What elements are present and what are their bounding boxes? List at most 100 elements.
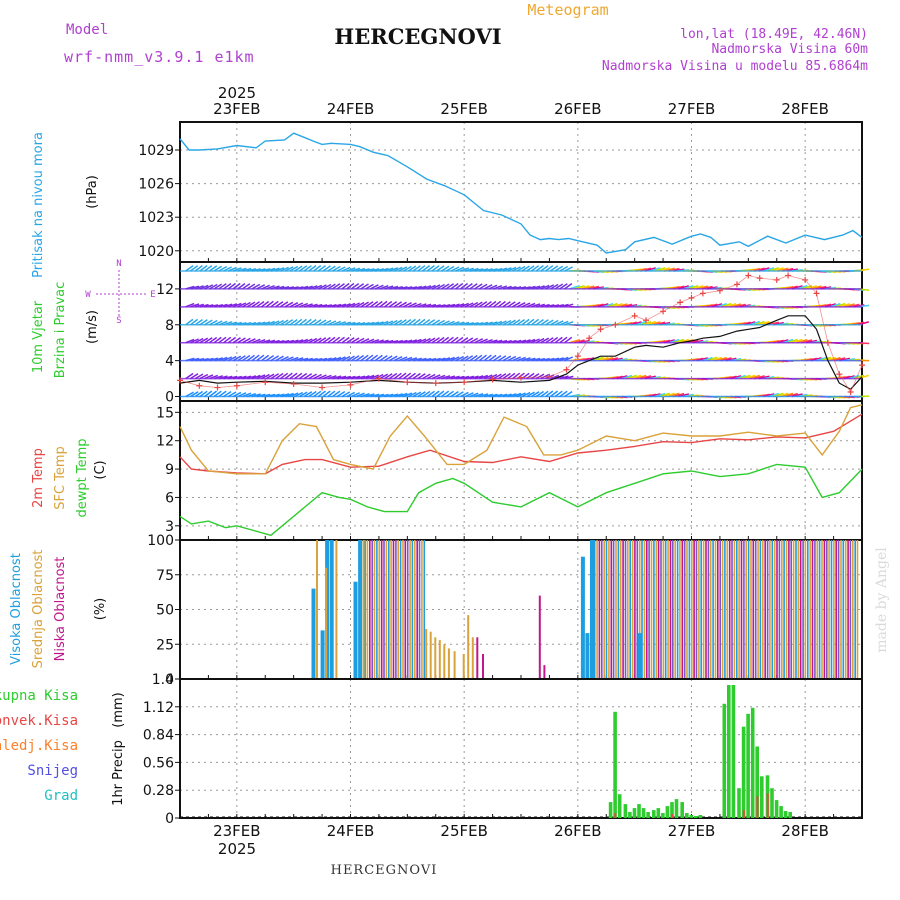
wind-gust-marker (859, 362, 865, 369)
cloud-bar (653, 540, 655, 679)
cloud-bar (629, 540, 631, 679)
wind-barb (526, 265, 535, 272)
cloud-bar (726, 540, 729, 679)
wind-barb (208, 265, 218, 272)
wind-barb (384, 355, 393, 362)
y-tick-label: 0.84 (143, 728, 174, 744)
wind-barb (223, 336, 232, 344)
cloud-bar (714, 540, 717, 679)
wind-barb (313, 390, 322, 398)
wind-barb (549, 336, 559, 344)
y-tick-label: 100 (147, 533, 174, 549)
y-tick-label: 6 (165, 490, 174, 506)
total-precip-bar (760, 776, 764, 818)
wind-barb (332, 390, 341, 398)
wind-barb (469, 283, 478, 290)
wind-barb (327, 265, 336, 272)
cloud-bar (762, 540, 764, 679)
wind-barb (303, 391, 313, 398)
wind-gust-marker (716, 287, 723, 294)
mid-cloud-bar (335, 540, 338, 679)
cloud-bar (719, 540, 721, 679)
cloud-bar (738, 540, 740, 679)
wind-barb (251, 354, 260, 362)
wind-barb (398, 301, 407, 308)
wind-gust-line (179, 275, 863, 393)
cloud-bar (648, 540, 650, 679)
wind-barb (540, 390, 549, 398)
cloud-bar (721, 540, 724, 679)
total-precip-bar (632, 808, 637, 818)
wind-barb (199, 265, 208, 272)
wind-barb (488, 300, 497, 308)
cloud-ylabel-low: Niska Oblacnost (53, 557, 68, 662)
cloud-bar (612, 540, 615, 679)
total-precip-bar (628, 812, 632, 818)
wind-barb (374, 354, 383, 362)
cloud-bar (849, 540, 852, 679)
wind-barb (512, 319, 521, 326)
cloud-bar (842, 540, 845, 679)
mid-cloud-bar (467, 615, 470, 679)
y-tick-label: 0.28 (143, 783, 174, 799)
wind-barb (422, 265, 431, 272)
wind-barb (199, 337, 209, 344)
cloud-bar (717, 540, 719, 679)
total-precip-bar (783, 811, 788, 818)
wind-barb (322, 265, 331, 272)
cloud-bar (627, 540, 629, 679)
total-precip-bar (737, 788, 741, 818)
wind-barb (417, 318, 426, 326)
cloud-ylabel-mid: Srednja Oblacnost (31, 550, 46, 669)
mid-cloud-bar (429, 631, 432, 679)
wind-barb (545, 390, 554, 398)
precipitation-panel: 0 0.28 0.56 0.84 1.12 1.4 (143, 672, 863, 827)
wind-gust-marker (347, 381, 354, 388)
wind-barb (355, 354, 365, 362)
wind-barb (279, 301, 289, 308)
wind-barb (440, 336, 450, 344)
cloud-bar (743, 540, 745, 679)
cloud-bar (667, 540, 669, 679)
cloud-bar (759, 540, 762, 679)
top-date-label: 28FEB (781, 100, 828, 118)
wind-barb (417, 373, 426, 380)
wind-barb (190, 391, 199, 398)
wind-barb (388, 372, 398, 380)
cloud-bar (724, 540, 726, 679)
cloud-bar (373, 540, 376, 679)
wind-barb (483, 354, 492, 362)
mid-cloud-bar (443, 644, 446, 680)
cloud-bar (674, 540, 676, 679)
wind-barb (327, 336, 336, 344)
high-cloud-bar (358, 540, 363, 679)
wind-barb (327, 283, 336, 290)
wind-barb (474, 283, 483, 290)
wind-barb (512, 372, 521, 380)
wind-barb (564, 282, 573, 290)
meteogram-label: Meteogram (527, 1, 608, 19)
wind-gust-marker (773, 276, 780, 283)
pressure-unit: (hPa) (85, 175, 100, 209)
wind-gust-marker (597, 326, 604, 333)
bottom-date-label: 26FEB (554, 822, 601, 840)
cloud-bar (399, 540, 402, 679)
wind-gust-marker (319, 384, 326, 391)
top-date-label: 27FEB (668, 100, 715, 118)
watermark: made by Angel (874, 547, 890, 653)
compass-south: S (116, 316, 121, 326)
total-precip-bar (680, 802, 684, 818)
cloud-bar (802, 540, 804, 679)
cloud-bar (681, 540, 684, 679)
wind-barb (284, 301, 294, 308)
cloud-bar (593, 540, 596, 679)
cloud-bar (624, 540, 627, 679)
wind-barb (213, 390, 222, 398)
cloud-bar (385, 540, 388, 679)
wind-barb (516, 318, 526, 326)
cloud-bar (598, 540, 601, 679)
wind-barb (237, 337, 246, 344)
cloud-bar (804, 540, 807, 679)
wind-barb (332, 336, 341, 344)
mid-cloud-bar (316, 540, 318, 679)
